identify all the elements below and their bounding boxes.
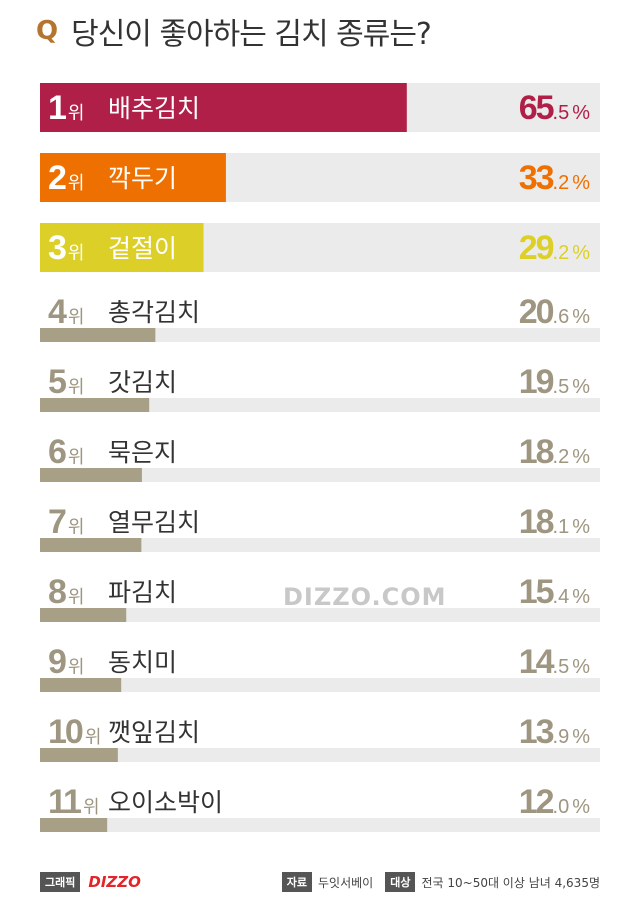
value-label: 33.2% [519,159,591,197]
brand-logo: DIZZO [88,873,141,891]
category-label: 배추김치 [108,94,200,123]
bar [40,818,108,832]
category-label: 깻잎김치 [108,718,200,747]
category-label: 갓김치 [108,368,177,397]
ranking-bar-chart: 1 위 배추김치 65.5 % 2 위 깍두기 33.2 % 3 위 겉절이 29.2 % 4 위 총각김치 20.… [40,83,600,832]
bar-track-mask [40,643,600,678]
bar-track-mask [40,713,600,748]
bar-track-mask [40,783,600,818]
bar-track-mask [40,433,600,468]
watermark: DIZZO.COM [283,583,447,611]
target-text: 전국 10~50대 이상 남녀 4,635명 [421,875,600,890]
category-label: 오이소박이 [108,788,223,817]
rank-label: 10 위 [48,713,100,751]
value-label: 29.2% [519,229,591,267]
value-label: 12.0% [519,783,591,821]
source-text: 두잇서베이 [318,875,374,890]
target-tag: 대상 [385,872,416,892]
page-title: Q 당신이 좋아하는 김치 종류는? [36,8,432,54]
bar [40,328,156,342]
value-label: 18.1% [519,503,591,541]
value-label: 19.5% [519,363,591,401]
value-label: 18.2% [519,433,591,471]
category-label: 파김치 [108,578,177,607]
source-tag: 자료 [281,872,313,892]
value-label: 65.5% [519,89,591,127]
bar [40,223,204,272]
category-label: 겉절이 [108,234,177,263]
bar [40,398,150,412]
bar [40,468,142,482]
bar [40,83,407,132]
category-label: 묵은지 [108,438,177,467]
question-marker: Q [36,16,58,46]
question-text: 당신이 좋아하는 김치 종류는? [71,17,432,52]
footer: 그래픽 DIZZO 자료 두잇서베이 대상 전국 10~50대 이상 남녀 4,… [40,870,600,894]
bar-track-mask [40,573,600,608]
category-label: 깍두기 [108,164,177,193]
bar [40,608,127,622]
footer-meta: 자료 두잇서베이 대상 전국 10~50대 이상 남녀 4,635명 [281,872,600,892]
bar-track-mask [40,293,600,328]
bar-track-mask [40,503,600,538]
value-label: 13.9% [519,713,591,751]
category-label: 동치미 [108,648,177,677]
bar [40,538,142,552]
category-label: 총각김치 [108,298,200,327]
bar-track-mask [40,363,600,398]
category-label: 열무김치 [108,508,200,537]
value-label: 15.4% [519,573,591,611]
bar [40,678,122,692]
graphic-tag: 그래픽 [40,872,81,892]
bar [40,153,226,202]
bar [40,748,118,762]
value-label: 14.5% [519,643,591,681]
value-label: 20.6% [519,293,591,331]
rank-label: 11 위 [48,783,98,821]
